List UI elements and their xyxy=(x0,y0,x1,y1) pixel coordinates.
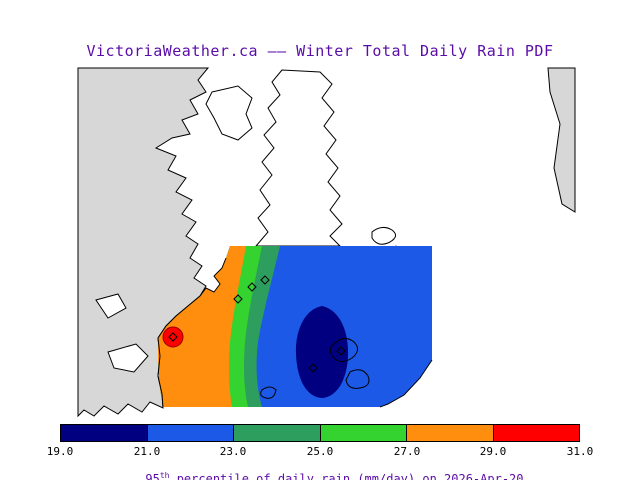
caption-text: percentile of daily rain (mm/day) on 202… xyxy=(169,472,524,480)
plot-title: VictoriaWeather.ca —— Winter Total Daily… xyxy=(86,42,554,60)
land-island-west xyxy=(205,85,253,141)
colorbar-tick-label: 25.0 xyxy=(306,445,334,458)
colorbar-tick-label: 19.0 xyxy=(46,445,74,458)
land-vancouver-island xyxy=(77,67,210,418)
station-marker-diamond xyxy=(336,346,346,356)
colorbar-segment-21-23 xyxy=(147,425,234,441)
island-outline-oakbay-1 xyxy=(329,338,358,362)
land-island-haro-1 xyxy=(371,226,396,245)
island-outline-oakbay-2 xyxy=(345,369,370,389)
colorbar xyxy=(60,424,580,442)
colorbar-segment-27-29 xyxy=(407,425,494,441)
colorbar-tick-label: 31.0 xyxy=(566,445,594,458)
colorbar-segment-25-27 xyxy=(320,425,407,441)
contour-core-navy-19-21 xyxy=(295,306,349,398)
land-mainland-strip xyxy=(547,67,576,213)
island-outline-harbour xyxy=(260,386,277,399)
colorbar-segment-19-21 xyxy=(61,425,148,441)
colorbar-tick-label: 27.0 xyxy=(393,445,421,458)
station-marker-diamond xyxy=(308,363,318,373)
caption-number: 95 xyxy=(145,472,160,480)
land-saanich-peninsula xyxy=(254,69,343,247)
station-marker-red-circle xyxy=(162,326,184,348)
colorbar-tick-label: 29.0 xyxy=(479,445,507,458)
colorbar-segment-29-31 xyxy=(493,425,579,441)
station-marker-diamonds xyxy=(168,275,346,373)
coastline-southeast xyxy=(379,359,433,408)
station-marker-diamond xyxy=(260,275,270,285)
station-marker-diamond xyxy=(247,282,257,292)
caption-superscript: th xyxy=(159,471,170,480)
coastline-west xyxy=(157,257,227,409)
colorbar-caption: 95th percentile of daily rain (mm/day) o… xyxy=(0,458,640,480)
station-marker-diamond xyxy=(168,332,178,342)
station-marker-diamond xyxy=(233,294,243,304)
colorbar-segment-23-25 xyxy=(234,425,321,441)
colorbar-tick-label: 23.0 xyxy=(219,445,247,458)
colorbar-tick-label: 21.0 xyxy=(133,445,161,458)
contour-band-orange-27-29 xyxy=(158,246,246,407)
